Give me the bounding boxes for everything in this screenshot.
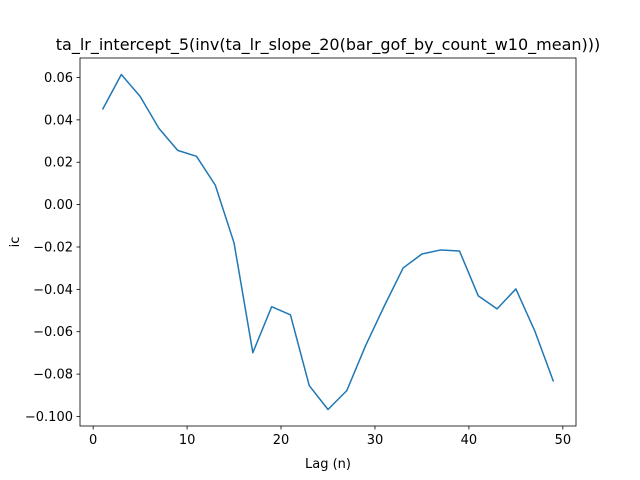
y-tick-label: 0.04 xyxy=(44,113,73,128)
y-tick-label: −0.04 xyxy=(33,283,73,298)
y-tick-label: 0.06 xyxy=(44,71,73,86)
y-axis-label: ic xyxy=(8,237,23,248)
y-tick-label: 0.00 xyxy=(44,198,73,213)
x-tick-label: 30 xyxy=(367,433,384,448)
y-tick-label: −0.06 xyxy=(33,325,73,340)
x-tick-label: 50 xyxy=(555,433,572,448)
x-tick-label: 20 xyxy=(273,433,290,448)
x-tick-label: 0 xyxy=(89,433,97,448)
y-tick-label: −0.02 xyxy=(33,240,73,255)
axes-frame xyxy=(79,57,577,427)
y-tick-label: −0.100 xyxy=(25,410,73,425)
y-tick-label: −0.08 xyxy=(33,368,73,383)
y-tick-label: 0.02 xyxy=(44,156,73,171)
line xyxy=(101,73,555,411)
x-tick-label: 40 xyxy=(461,433,478,448)
chart-title: ta_lr_intercept_5(inv(ta_lr_slope_20(bar… xyxy=(56,35,601,55)
x-tick-label: 10 xyxy=(179,433,196,448)
x-axis-label: Lag (n) xyxy=(305,457,351,472)
